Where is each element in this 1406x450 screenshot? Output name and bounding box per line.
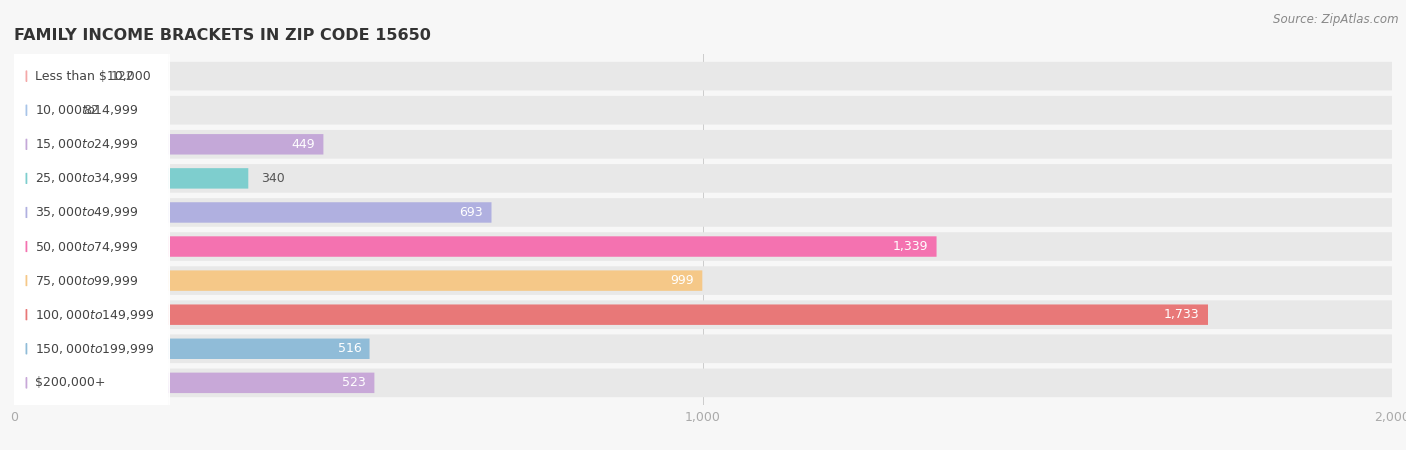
Text: Less than $10,000: Less than $10,000: [35, 70, 150, 83]
FancyBboxPatch shape: [14, 232, 1392, 261]
Text: FAMILY INCOME BRACKETS IN ZIP CODE 15650: FAMILY INCOME BRACKETS IN ZIP CODE 15650: [14, 28, 430, 43]
FancyBboxPatch shape: [14, 334, 1392, 363]
Text: 516: 516: [337, 342, 361, 355]
FancyBboxPatch shape: [14, 100, 70, 121]
FancyBboxPatch shape: [14, 130, 1392, 158]
Text: 449: 449: [291, 138, 315, 151]
Text: $50,000 to $74,999: $50,000 to $74,999: [35, 239, 138, 253]
FancyBboxPatch shape: [13, 53, 170, 440]
FancyBboxPatch shape: [14, 168, 249, 189]
FancyBboxPatch shape: [14, 301, 1392, 329]
Text: 122: 122: [111, 70, 134, 83]
FancyBboxPatch shape: [13, 87, 170, 450]
FancyBboxPatch shape: [14, 305, 1208, 325]
Text: $35,000 to $49,999: $35,000 to $49,999: [35, 206, 138, 220]
Text: 1,339: 1,339: [893, 240, 928, 253]
FancyBboxPatch shape: [14, 164, 1392, 193]
FancyBboxPatch shape: [14, 270, 703, 291]
FancyBboxPatch shape: [13, 0, 170, 372]
Text: 82: 82: [83, 104, 98, 117]
FancyBboxPatch shape: [13, 0, 170, 270]
Text: 523: 523: [342, 376, 366, 389]
Text: $15,000 to $24,999: $15,000 to $24,999: [35, 137, 138, 151]
Text: 340: 340: [260, 172, 284, 185]
FancyBboxPatch shape: [14, 134, 323, 154]
FancyBboxPatch shape: [14, 198, 1392, 227]
Text: 693: 693: [460, 206, 484, 219]
Text: $100,000 to $149,999: $100,000 to $149,999: [35, 308, 155, 322]
Text: 999: 999: [671, 274, 695, 287]
FancyBboxPatch shape: [13, 0, 170, 304]
FancyBboxPatch shape: [13, 121, 170, 450]
FancyBboxPatch shape: [14, 66, 98, 86]
Text: Source: ZipAtlas.com: Source: ZipAtlas.com: [1274, 14, 1399, 27]
Text: $25,000 to $34,999: $25,000 to $34,999: [35, 171, 138, 185]
FancyBboxPatch shape: [14, 369, 1392, 397]
Text: $200,000+: $200,000+: [35, 376, 105, 389]
FancyBboxPatch shape: [13, 19, 170, 406]
FancyBboxPatch shape: [14, 96, 1392, 125]
Text: 1,733: 1,733: [1164, 308, 1199, 321]
FancyBboxPatch shape: [14, 236, 936, 257]
FancyBboxPatch shape: [14, 373, 374, 393]
FancyBboxPatch shape: [13, 189, 170, 450]
Text: $10,000 to $14,999: $10,000 to $14,999: [35, 103, 138, 117]
FancyBboxPatch shape: [14, 202, 492, 223]
Text: $150,000 to $199,999: $150,000 to $199,999: [35, 342, 155, 356]
FancyBboxPatch shape: [14, 62, 1392, 90]
FancyBboxPatch shape: [13, 155, 170, 450]
FancyBboxPatch shape: [13, 0, 170, 338]
FancyBboxPatch shape: [14, 338, 370, 359]
Text: $75,000 to $99,999: $75,000 to $99,999: [35, 274, 138, 288]
FancyBboxPatch shape: [14, 266, 1392, 295]
